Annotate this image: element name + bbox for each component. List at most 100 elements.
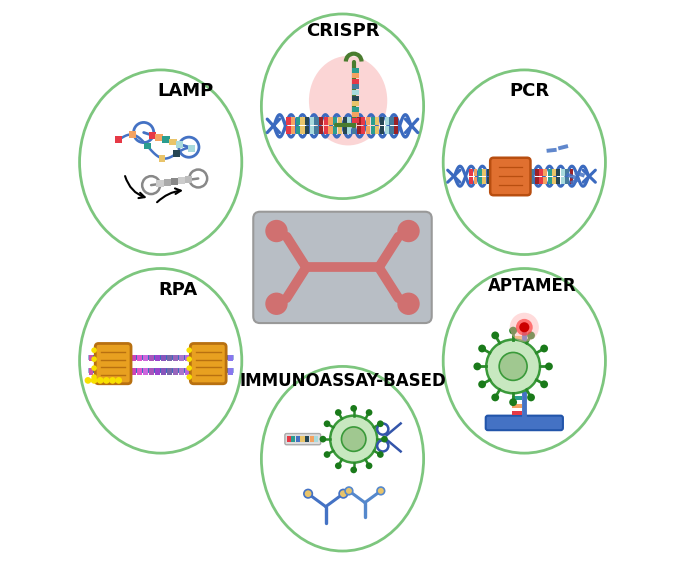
Circle shape	[91, 374, 97, 380]
Bar	[333, 127, 337, 134]
Bar	[574, 171, 585, 177]
Bar	[143, 355, 148, 362]
Bar	[300, 118, 305, 125]
Bar	[371, 118, 375, 125]
Bar	[185, 176, 192, 183]
Bar	[107, 355, 112, 362]
Bar	[155, 368, 160, 375]
Circle shape	[486, 340, 540, 393]
Bar	[296, 436, 300, 442]
Text: APTAMER: APTAMER	[488, 277, 577, 295]
Bar	[167, 355, 172, 362]
Circle shape	[330, 416, 377, 463]
Bar	[561, 177, 564, 184]
Circle shape	[90, 377, 97, 384]
Bar	[143, 368, 148, 375]
Circle shape	[84, 377, 91, 384]
Bar	[352, 84, 360, 89]
Circle shape	[377, 420, 384, 427]
Bar	[338, 118, 342, 125]
Bar	[159, 155, 166, 162]
Bar	[512, 381, 522, 385]
Circle shape	[186, 366, 192, 371]
Bar	[380, 118, 384, 125]
Bar	[366, 127, 370, 134]
Circle shape	[186, 374, 192, 380]
Bar	[495, 177, 499, 184]
Circle shape	[491, 393, 499, 401]
Bar	[107, 368, 112, 375]
Bar	[352, 73, 360, 79]
Circle shape	[527, 332, 535, 340]
Bar	[361, 118, 365, 125]
Bar	[156, 180, 164, 187]
Bar	[352, 127, 356, 134]
Bar	[131, 355, 136, 362]
Bar	[149, 368, 154, 375]
Bar	[548, 168, 551, 176]
Bar	[389, 127, 394, 134]
Bar	[149, 355, 154, 362]
Bar	[473, 177, 477, 184]
Circle shape	[186, 347, 192, 353]
Bar	[173, 355, 178, 362]
Bar	[161, 355, 166, 362]
Bar	[300, 127, 305, 134]
Circle shape	[527, 393, 535, 401]
Bar	[352, 107, 360, 112]
Bar	[534, 177, 538, 184]
Bar	[310, 436, 314, 442]
FancyBboxPatch shape	[486, 416, 563, 430]
Bar	[565, 168, 569, 176]
Circle shape	[91, 347, 97, 353]
Circle shape	[339, 489, 347, 498]
Bar	[521, 168, 525, 176]
Bar	[88, 355, 93, 362]
Bar	[210, 368, 214, 375]
Bar	[469, 168, 473, 176]
Bar	[352, 112, 360, 118]
Bar	[512, 389, 522, 393]
Bar	[228, 355, 233, 362]
Bar	[513, 177, 516, 184]
Bar	[526, 177, 530, 184]
Bar	[569, 168, 573, 176]
Circle shape	[97, 377, 103, 384]
Bar	[314, 127, 319, 134]
Circle shape	[115, 377, 122, 384]
Bar	[286, 436, 290, 442]
Bar	[129, 131, 136, 138]
Bar	[210, 355, 214, 362]
Bar	[552, 177, 556, 184]
Bar	[495, 168, 499, 176]
Bar	[512, 411, 522, 415]
Bar	[222, 368, 227, 375]
Bar	[347, 127, 351, 134]
Circle shape	[324, 420, 330, 427]
Bar	[380, 127, 384, 134]
Bar	[469, 177, 473, 184]
Bar	[188, 145, 195, 151]
Bar	[357, 118, 361, 125]
Bar	[570, 177, 581, 185]
Bar	[543, 177, 547, 184]
Bar	[357, 127, 361, 134]
FancyBboxPatch shape	[190, 344, 226, 384]
Bar	[319, 118, 323, 125]
FancyBboxPatch shape	[490, 158, 530, 195]
Bar	[338, 127, 342, 134]
FancyBboxPatch shape	[95, 344, 131, 384]
Circle shape	[545, 363, 553, 370]
Bar	[478, 177, 482, 184]
Circle shape	[350, 405, 357, 412]
Bar	[164, 180, 171, 186]
Bar	[310, 127, 314, 134]
Circle shape	[265, 220, 288, 242]
Bar	[565, 177, 569, 184]
Text: IMMUNOASSAY-BASED: IMMUNOASSAY-BASED	[239, 372, 446, 390]
Bar	[556, 168, 560, 176]
Bar	[539, 168, 543, 176]
Bar	[286, 127, 290, 134]
Bar	[521, 177, 525, 184]
Bar	[324, 118, 328, 125]
